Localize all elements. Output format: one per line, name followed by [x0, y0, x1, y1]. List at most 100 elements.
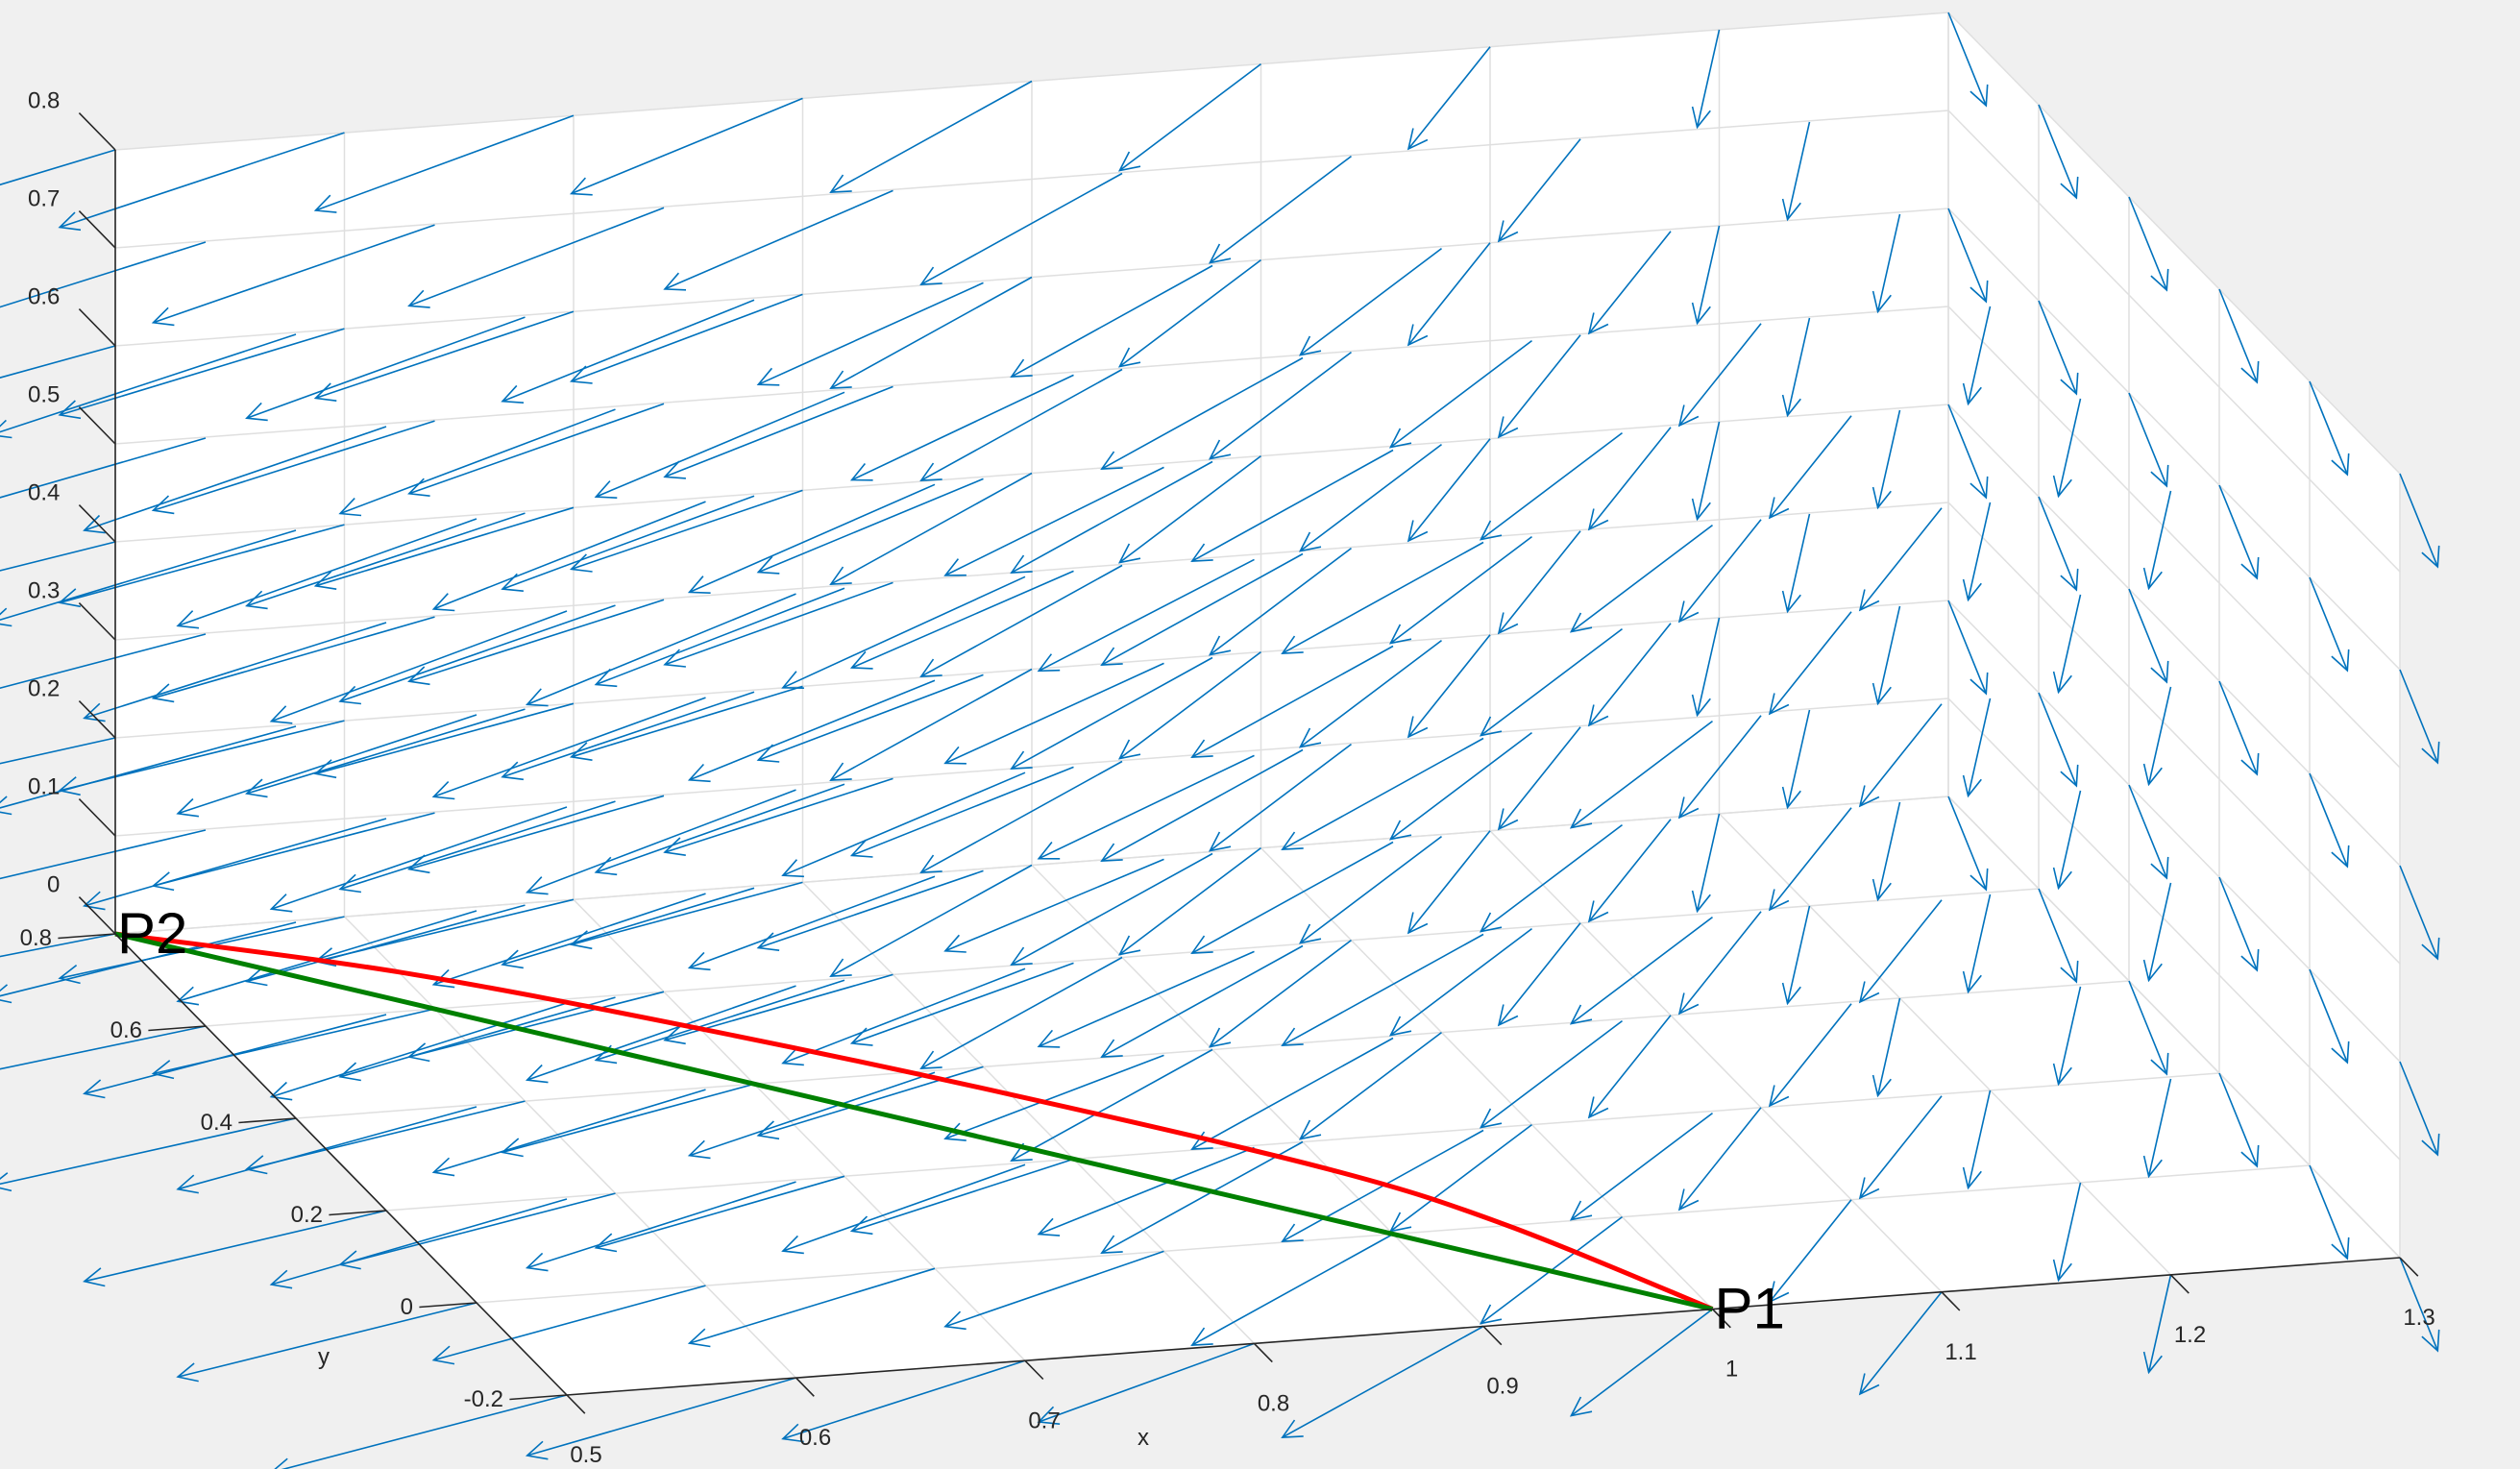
quiver-arrow: [756, 673, 984, 763]
z-tick: [78, 798, 116, 837]
green-straight-line: [114, 931, 1714, 1312]
quiver-arrow: [2038, 496, 2079, 592]
quiver-arrow: [829, 864, 1033, 977]
quiver-arrow: [83, 818, 387, 911]
quiver-arrow: [1768, 807, 1852, 912]
quiver-arrow: [1388, 535, 1532, 645]
quiver-arrow: [525, 789, 796, 895]
quiver-arrow: [1497, 726, 1581, 831]
quiver-arrow: [407, 207, 665, 308]
z-tick-label: 0.2: [28, 676, 60, 702]
quiver-arrow: [2038, 888, 2079, 984]
quiver-arrow: [943, 858, 1164, 953]
quiver-arrow: [1691, 29, 1721, 130]
quiver-arrow: [1569, 524, 1713, 633]
quiver-arrow: [569, 685, 803, 761]
quiver-arrow: [2128, 392, 2169, 488]
quiver-arrow: [407, 991, 665, 1063]
quiver-arrow: [687, 1071, 936, 1160]
quiver-arrow: [1497, 530, 1581, 635]
quiver-arrow: [1037, 754, 1255, 860]
y-tick-label: 0: [401, 1294, 413, 1320]
quiver-arrow: [1677, 911, 1762, 1016]
grid-line: [573, 898, 1026, 1361]
quiver-arrow: [269, 1002, 568, 1101]
quiver-arrow: [1117, 258, 1261, 368]
quiver-arrow: [1100, 552, 1304, 666]
quiver-arrow: [1962, 306, 1992, 406]
quiver-arrow: [663, 777, 893, 856]
quiver-arrow: [313, 310, 575, 402]
x-tick-label: 0.9: [1486, 1374, 1518, 1400]
grid-line: [1031, 864, 1484, 1328]
quiver-arrow: [1872, 605, 1901, 706]
quiver-arrow: [1858, 1095, 1943, 1200]
quiver-arrow: [1947, 796, 1989, 892]
grid-line: [1947, 502, 2401, 965]
quiver-arrow: [501, 1083, 755, 1158]
quiver-arrow: [1962, 1090, 1992, 1190]
quiver-arrow: [1010, 460, 1213, 574]
quiver-arrow: [829, 472, 1033, 585]
grid-line: [1947, 698, 2401, 1161]
z-tick: [78, 700, 116, 739]
quiver-arrow: [1117, 62, 1261, 172]
quiver-arrow: [1298, 247, 1442, 356]
quiver-arrow: [2128, 784, 2169, 880]
quiver-arrow: [2142, 686, 2172, 787]
y-tick: [419, 1302, 477, 1309]
quiver-arrow: [1479, 431, 1623, 541]
quiver-arrow: [943, 662, 1164, 765]
quiver-arrow: [2218, 876, 2260, 972]
x-tick-label: 1.2: [2174, 1322, 2206, 1348]
quiver-arrow: [1190, 645, 1394, 758]
y-tick: [329, 1210, 387, 1216]
axis-line: [114, 933, 568, 1396]
quiver-arrow: [919, 760, 1123, 873]
y-tick: [509, 1394, 568, 1401]
quiver-arrow: [1497, 138, 1581, 243]
quiver-arrow: [594, 783, 845, 876]
quiver-arrow: [245, 1100, 526, 1175]
quiver-arrow: [1298, 443, 1442, 552]
quiver-arrow: [1781, 317, 1811, 418]
quiver-arrow: [1677, 519, 1762, 624]
quiver-arrow: [0, 725, 297, 816]
quiver-arrow: [919, 172, 1123, 285]
quiver-arrow: [569, 881, 803, 950]
quiver-arrow: [1677, 715, 1762, 820]
quiver-arrow: [1407, 634, 1491, 739]
quiver-arrow: [176, 1106, 477, 1194]
quiver-arrow: [1858, 507, 1943, 612]
quiver-arrow: [0, 737, 116, 765]
z-tick-label: 0.6: [28, 284, 60, 310]
quiver-arrow: [1781, 513, 1811, 614]
quiver-arrow: [2052, 594, 2082, 695]
red-arc-curve: [114, 931, 1714, 1311]
quiver-arrow: [1037, 950, 1255, 1048]
x-tick: [1253, 1342, 1273, 1363]
quiver-arrow: [1037, 558, 1255, 673]
quiver-arrow: [58, 916, 345, 985]
grid-line: [1489, 830, 1943, 1293]
y-tick: [148, 1025, 207, 1032]
quiver-arrow: [1587, 231, 1672, 335]
quiver-arrow: [569, 97, 803, 196]
quiver-arrow: [1281, 933, 1484, 1046]
quiver-arrow: [1010, 1048, 1213, 1162]
quiver-arrow: [594, 391, 845, 499]
z-tick-label: 0.3: [28, 578, 60, 604]
grid-line: [1947, 306, 2401, 769]
quiver-arrow: [919, 368, 1123, 481]
curves: [114, 931, 1714, 1312]
quiver-arrow: [569, 293, 803, 384]
quiver-arrow: [687, 1267, 936, 1348]
quiver-arrow: [151, 616, 435, 703]
quiver-arrow: [58, 720, 345, 796]
quiver-arrow: [501, 495, 755, 592]
quiver-arrow: [1117, 454, 1261, 564]
quiver-arrow: [1037, 1342, 1255, 1425]
quiver-arrow: [829, 276, 1033, 389]
z-tick-label: 0.1: [28, 774, 60, 800]
